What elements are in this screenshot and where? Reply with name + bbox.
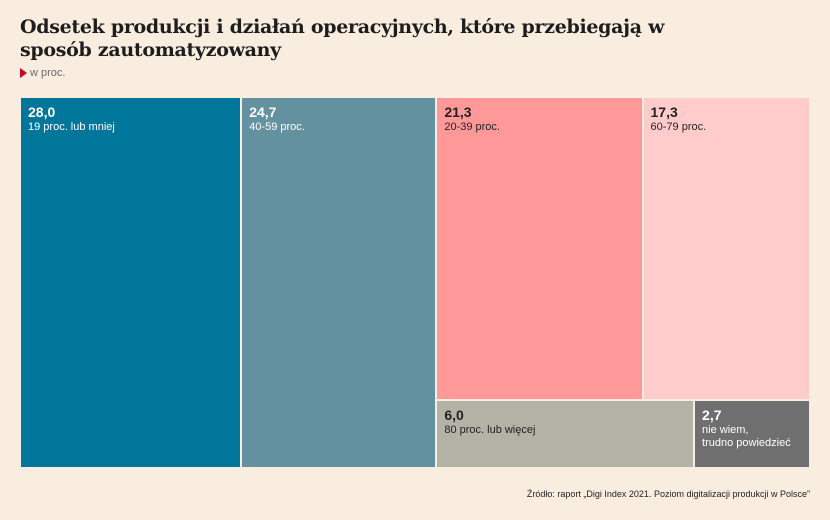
chart-title: Odsetek produkcji i działań operacyjnych… xyxy=(20,16,665,61)
cell-value: 17,3 xyxy=(650,104,678,120)
source-note: Źródło: raport „Digi Index 2021. Poziom … xyxy=(526,489,810,499)
triangle-marker-icon xyxy=(20,68,27,78)
cell-value: 28,0 xyxy=(28,104,56,120)
treemap-cell: 28,0 19 proc. lub mniej xyxy=(20,97,242,468)
treemap-cell: 24,7 40-59 proc. xyxy=(241,97,437,468)
cell-value: 21,3 xyxy=(444,104,472,120)
treemap: 28,0 19 proc. lub mniej 24,7 40-59 proc. 21,… xyxy=(20,97,810,468)
cell-label: 40-59 proc. xyxy=(249,121,305,133)
treemap-cell: 21,3 20-39 proc. xyxy=(436,97,643,400)
cell-label: 20-39 proc. xyxy=(444,121,500,133)
treemap-cell: 17,3 60-79 proc. xyxy=(642,97,810,400)
cell-value: 2,7 xyxy=(702,406,722,423)
unit-label: w proc. xyxy=(20,67,65,79)
treemap-cell: 2,7 nie wiem, trudno powiedzieć xyxy=(694,399,810,468)
treemap-cell: 6,0 80 proc. lub więcej xyxy=(436,399,695,468)
cell-value: 6,0 xyxy=(444,406,464,423)
cell-label: 60-79 proc. xyxy=(650,121,707,133)
cell-label: 80 proc. lub więcej xyxy=(444,423,536,436)
cell-value: 24,7 xyxy=(249,104,277,120)
cell-label: 19 proc. lub mniej xyxy=(28,121,115,133)
cell-label: nie wiem, trudno powiedzieć xyxy=(702,423,791,449)
unit-text: w proc. xyxy=(30,67,66,79)
